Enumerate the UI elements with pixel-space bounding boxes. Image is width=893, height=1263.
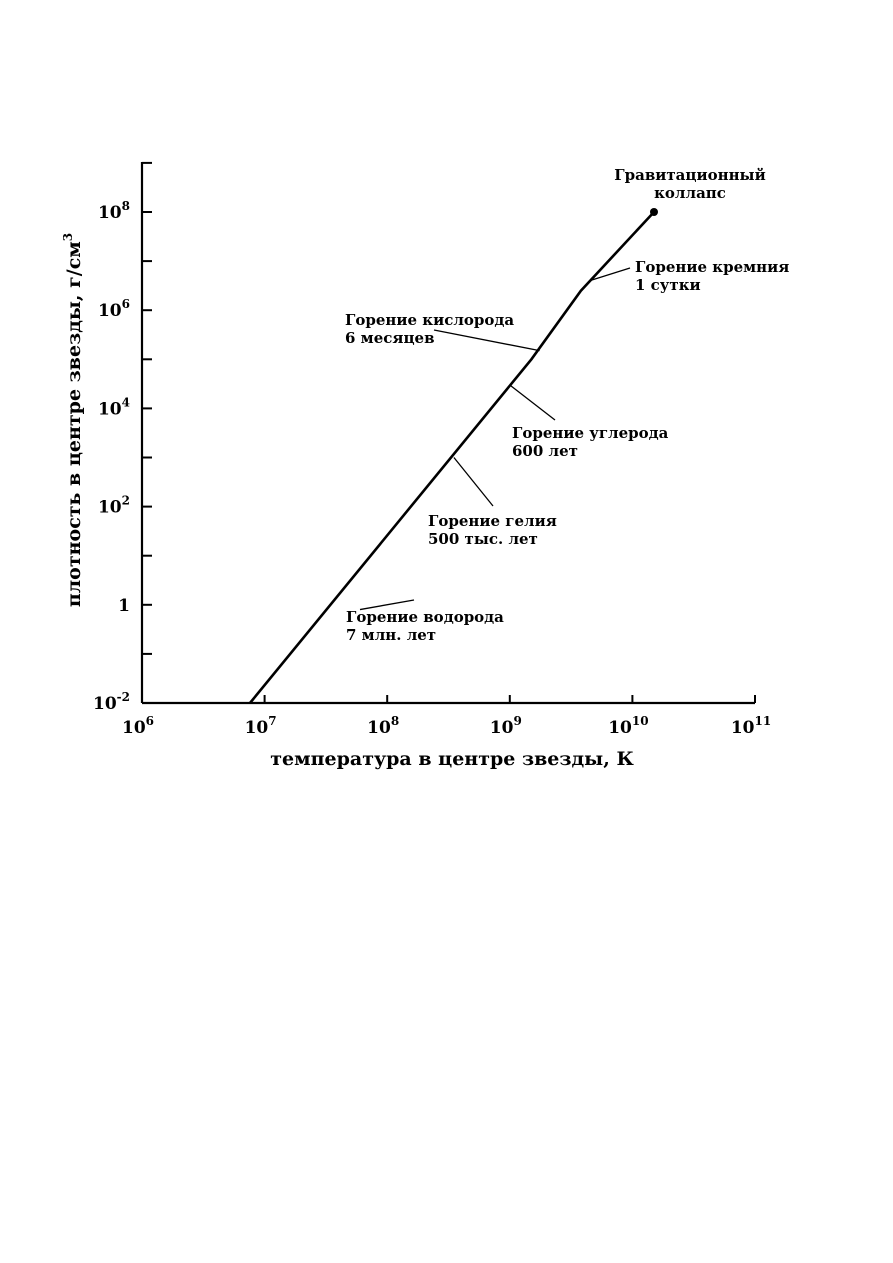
- x-tick-label: 1011: [731, 714, 771, 738]
- y-axis-label: плотность в центре звезды, г/см3: [61, 233, 85, 607]
- annotation-label: Горение кремния 1 сутки: [635, 258, 789, 294]
- annotation-leader: [509, 384, 556, 421]
- annotation-label: Горение водорода 7 млн. лет: [346, 608, 504, 644]
- y-tick-label: 108: [98, 199, 130, 223]
- annotation-label: Горение гелия 500 тыс. лет: [428, 512, 557, 548]
- ticks: [141, 161, 756, 704]
- axes: [140, 162, 755, 705]
- y-tick-label: 102: [98, 494, 130, 518]
- collapse-point: [649, 208, 658, 216]
- x-tick-label: 106: [122, 714, 154, 738]
- y-tick-label: 10-2: [93, 690, 130, 714]
- tick-labels: 106 107 108 109 1010 1011 10-2 1 102 104 106 108: [93, 199, 771, 738]
- y-tick-label: 1: [118, 596, 130, 616]
- x-tick-label: 108: [367, 714, 399, 738]
- annotation-leader: [359, 599, 415, 611]
- annotation-label: Горение углерода 600 лет: [512, 424, 669, 460]
- x-tick-label: 109: [490, 714, 522, 738]
- x-tick-label: 107: [245, 714, 277, 738]
- series: [248, 208, 658, 704]
- annotation-label: Гравитационный коллапс: [614, 166, 765, 202]
- annotation-leader: [589, 267, 631, 282]
- annotations: Гравитационный коллапс Горение кремния 1 су…: [345, 166, 789, 644]
- series-line: [248, 211, 655, 704]
- x-axis-label: температура в центре звезды, К: [270, 748, 634, 770]
- annotation-leader: [453, 457, 494, 507]
- y-tick-label: 104: [98, 395, 130, 419]
- x-tick-label: 1010: [608, 714, 648, 738]
- annotation-label: Горение кислорода 6 месяцев: [345, 311, 514, 347]
- annotation-leader: [433, 329, 540, 352]
- y-tick-label: 106: [98, 297, 130, 321]
